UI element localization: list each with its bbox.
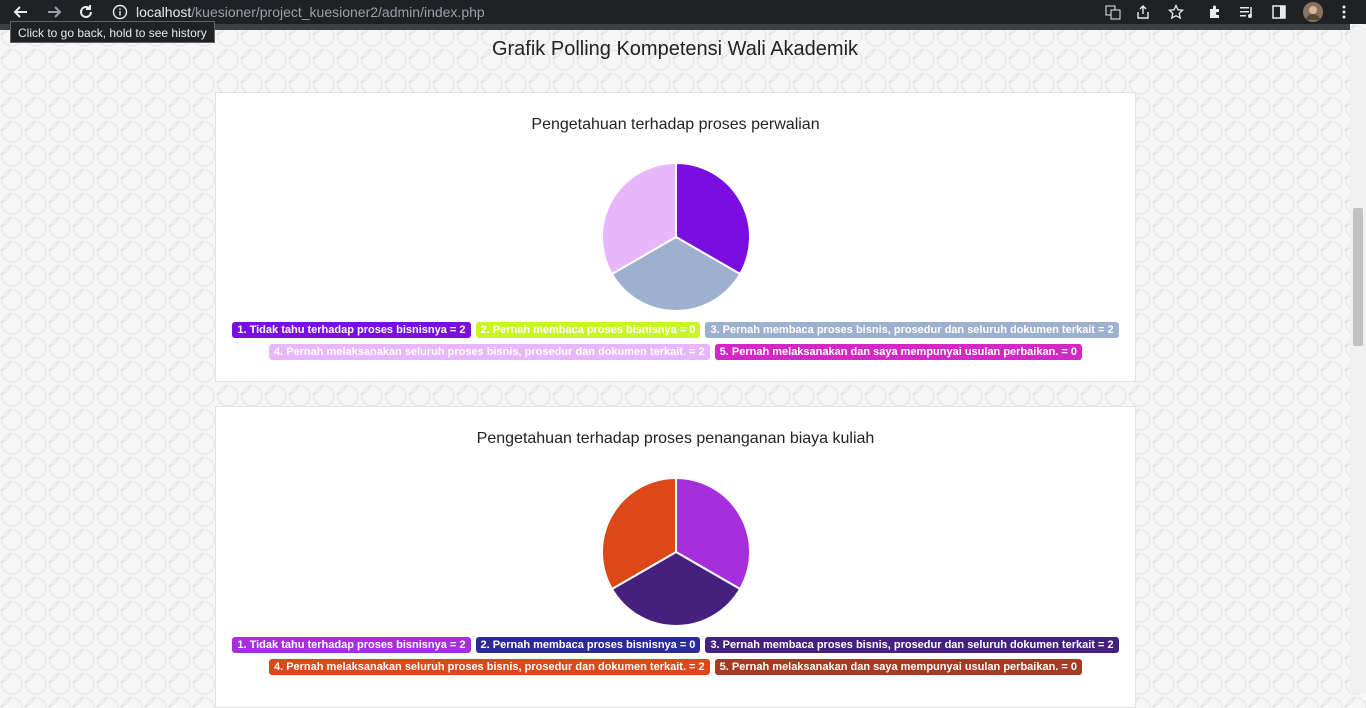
media-list-icon (1240, 7, 1252, 18)
pie-slice-4[interactable] (601, 162, 677, 276)
legend-item-3: 3. Pernah membaca proses bisnis, prosedu… (705, 637, 1119, 653)
url-host: localhost (136, 4, 192, 20)
back-tooltip: Click to go back, hold to see history (10, 21, 215, 43)
translate-icon (1105, 5, 1121, 20)
translate-button[interactable] (1101, 0, 1125, 24)
forward-button[interactable] (42, 0, 66, 24)
avatar-icon (1303, 2, 1323, 22)
puzzle-icon (1210, 5, 1219, 18)
legend-item-1: 1. Tidak tahu terhadap proses bisnisnya … (232, 322, 471, 338)
chart-legend: 1. Tidak tahu terhadap proses bisnisnya … (216, 637, 1135, 681)
kebab-menu-icon (1342, 5, 1346, 19)
page-title: Grafik Polling Kompetensi Wali Akademik (491, 38, 859, 60)
address-bar[interactable]: localhost/kuesioner/project_kuesioner2/a… (112, 0, 485, 24)
share-icon (1137, 5, 1149, 19)
pie-slice-4[interactable] (601, 477, 677, 591)
chart-legend: 1. Tidak tahu terhadap proses bisnisnya … (216, 322, 1135, 366)
pie-chart (601, 477, 751, 627)
legend-item-4: 4. Pernah melaksanakan seluruh proses bi… (268, 659, 710, 675)
scrollbar-thumb[interactable] (1353, 208, 1363, 346)
legend-item-5: 5. Pernah melaksanakan dan saya mempunya… (714, 659, 1083, 675)
chart-card-perwalian: Pengetahuan terhadap proses perwalian 1.… (215, 92, 1136, 382)
bookmark-button[interactable] (1164, 0, 1188, 24)
pie-chart (601, 162, 751, 312)
back-arrow-icon (13, 6, 27, 18)
chart-card-biaya-kuliah: Pengetahuan terhadap proses penanganan b… (215, 406, 1136, 708)
legend-item-2: 2. Pernah membaca proses bisnisnya = 0 (475, 322, 701, 338)
page-scrollbar[interactable] (1350, 30, 1366, 693)
legend-item-2: 2. Pernah membaca proses bisnisnya = 0 (475, 637, 701, 653)
side-panel-button[interactable] (1267, 0, 1291, 24)
share-button[interactable] (1131, 0, 1155, 24)
legend-item-3: 3. Pernah membaca proses bisnis, prosedu… (705, 322, 1119, 338)
reading-list-button[interactable] (1235, 0, 1259, 24)
reload-icon (80, 5, 92, 18)
star-icon (1168, 4, 1184, 20)
menu-button[interactable] (1332, 0, 1356, 24)
legend-item-5: 5. Pernah melaksanakan dan saya mempunya… (714, 344, 1083, 360)
legend-item-4: 4. Pernah melaksanakan seluruh proses bi… (268, 344, 710, 360)
info-icon[interactable] (112, 4, 128, 20)
forward-arrow-icon (48, 6, 62, 18)
toolbar-shadow (0, 24, 1350, 30)
side-panel-icon (1272, 5, 1286, 19)
chart-title: Pengetahuan terhadap proses perwalian (531, 116, 820, 133)
back-button[interactable] (9, 0, 33, 24)
profile-avatar[interactable] (1301, 0, 1325, 24)
legend-item-1: 1. Tidak tahu terhadap proses bisnisnya … (232, 637, 471, 653)
url-path: /kuesioner/project_kuesioner2/admin/inde… (191, 4, 485, 20)
extensions-button[interactable] (1203, 0, 1227, 24)
chart-title: Pengetahuan terhadap proses penanganan b… (476, 430, 875, 447)
pie-slice-1[interactable] (675, 477, 751, 591)
browser-toolbar: localhost/kuesioner/project_kuesioner2/a… (0, 0, 1366, 24)
reload-button[interactable] (74, 0, 98, 24)
pie-slice-1[interactable] (675, 162, 751, 276)
